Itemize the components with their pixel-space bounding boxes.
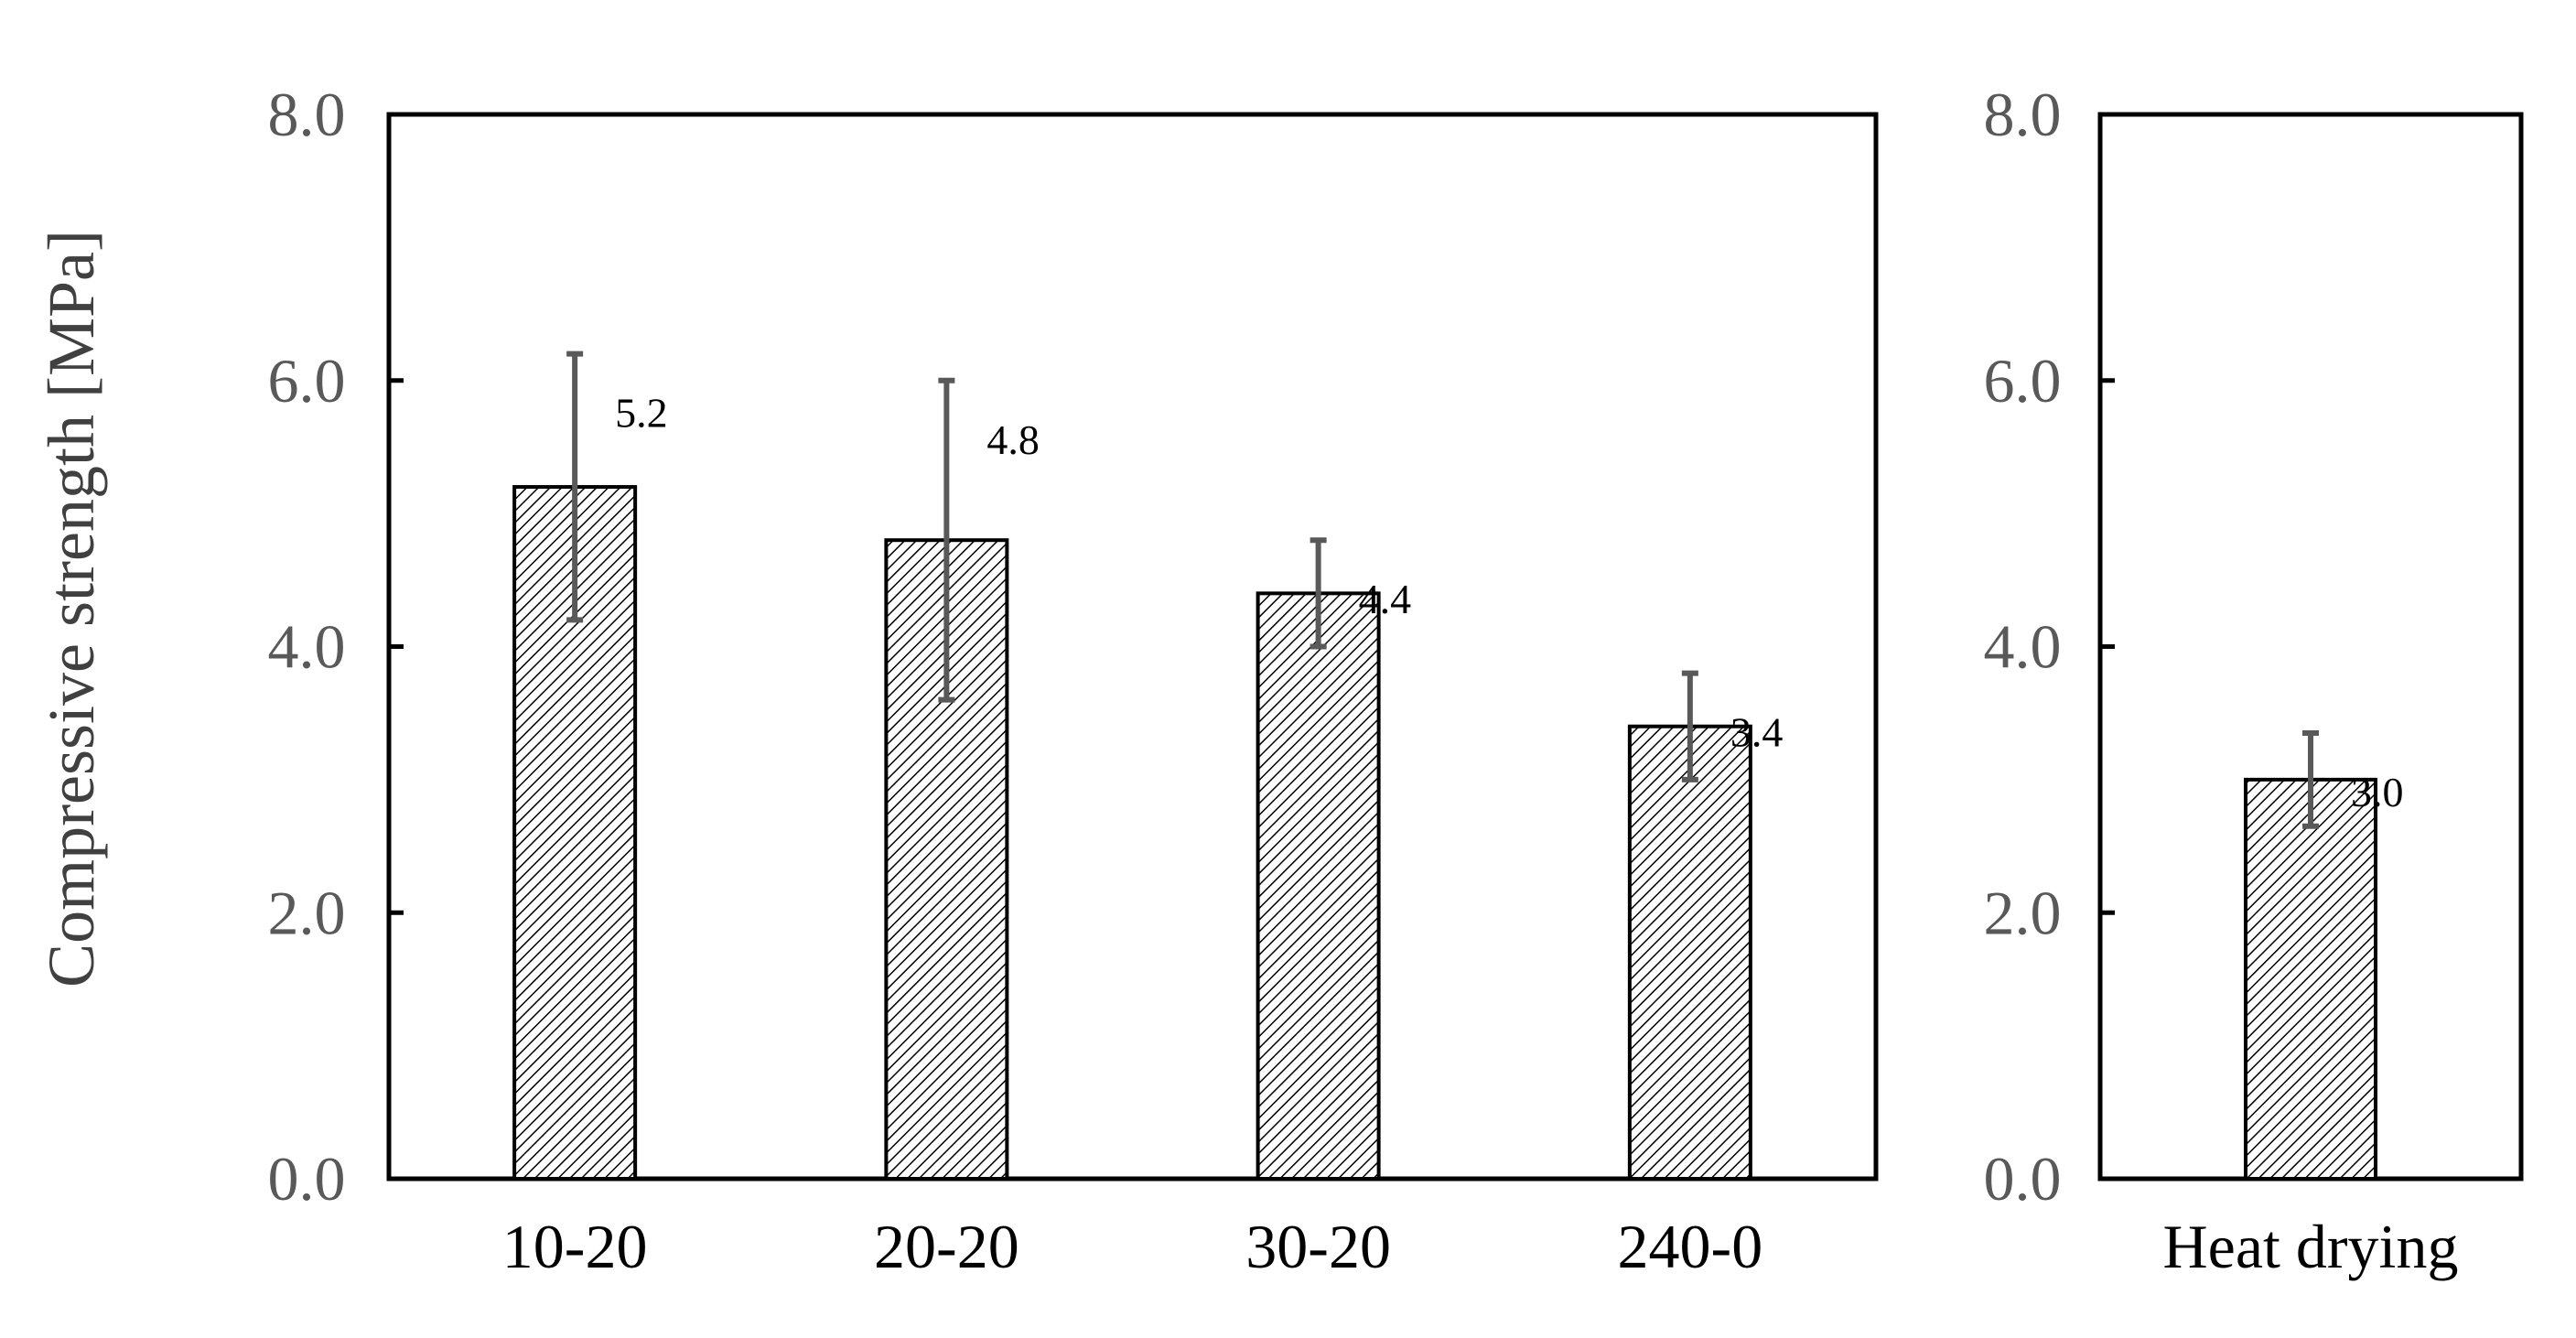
y-tick-label: 2.0 — [268, 878, 346, 947]
y-axis-title: Compressive strength [MPa] — [35, 230, 108, 987]
x-category-label: 30-20 — [1245, 1212, 1391, 1281]
data-label: 3.4 — [1730, 709, 1784, 756]
data-label: 5.2 — [615, 390, 668, 437]
main-x-axis: 10-20 20-20 30-20 240-0 — [502, 1212, 1762, 1281]
x-category-label: Heat drying — [2163, 1212, 2459, 1281]
main-bars: 5.2 4.8 4.4 3.4 — [512, 351, 1784, 1181]
y-tick-label: 8.0 — [1984, 80, 2062, 149]
bar-30-20 — [1256, 591, 1381, 1181]
x-category-label: 10-20 — [502, 1212, 648, 1281]
x-category-label: 20-20 — [874, 1212, 1019, 1281]
y-tick-label: 0.0 — [268, 1144, 346, 1214]
bar-heat-drying — [2244, 777, 2377, 1181]
main-chart-panel: 0.0 2.0 4.0 6.0 8.0 5.2 4.8 4.4 3.4 10-20 20-20 3… — [268, 80, 1879, 1281]
y-tick-label: 8.0 — [268, 80, 346, 149]
x-category-label: 240-0 — [1618, 1212, 1763, 1281]
y-tick-label: 4.0 — [1984, 612, 2062, 682]
y-tick-label: 4.0 — [268, 612, 346, 682]
y-tick-label: 0.0 — [1984, 1144, 2062, 1214]
data-label: 3.0 — [2351, 769, 2404, 815]
side-x-axis: Heat drying — [2163, 1212, 2459, 1281]
y-tick-label: 2.0 — [1984, 878, 2062, 947]
bar-240-0 — [1627, 724, 1752, 1181]
y-tick-label: 6.0 — [1984, 346, 2062, 415]
data-label: 4.8 — [986, 416, 1040, 463]
side-bars: 3.0 — [2244, 729, 2404, 1181]
y-tick-label: 6.0 — [268, 346, 346, 415]
side-y-axis: 0.0 2.0 4.0 6.0 8.0 — [1984, 80, 2115, 1214]
main-y-axis: 0.0 2.0 4.0 6.0 8.0 — [268, 80, 404, 1214]
heat-drying-panel: 0.0 2.0 4.0 6.0 8.0 3.0 Heat drying — [1984, 80, 2524, 1281]
data-label: 4.4 — [1359, 576, 1412, 622]
